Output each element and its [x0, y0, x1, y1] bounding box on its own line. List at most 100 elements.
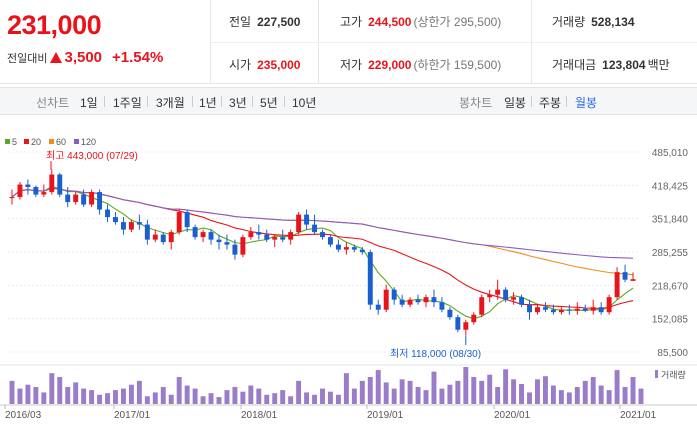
- candle-body: [527, 304, 532, 313]
- volume-bar: [503, 369, 509, 404]
- divider: [147, 96, 148, 107]
- candle-body: [598, 307, 604, 313]
- volume-bar: [630, 377, 636, 404]
- candle-body: [606, 297, 612, 313]
- volume-bar: [511, 379, 517, 404]
- line-chart-label: 선차트: [36, 96, 70, 110]
- stat-high: 고가 244,500 (상한가 295,500): [340, 13, 501, 30]
- candle-body: [144, 224, 150, 240]
- candle-body: [447, 309, 453, 318]
- candle-body: [327, 237, 333, 245]
- candle-chart-label: 봉차트: [459, 96, 493, 110]
- candle-body: [566, 309, 572, 311]
- candle-body: [296, 214, 302, 233]
- volume-bar: [224, 390, 230, 404]
- volume-bar: [17, 388, 23, 404]
- candle-body: [25, 184, 31, 188]
- volume-bar: [184, 385, 190, 404]
- volume-bar: [415, 387, 421, 404]
- candle-body: [320, 232, 325, 238]
- candle-body: [479, 297, 485, 315]
- candle-body: [176, 212, 182, 233]
- volume-bar: [312, 394, 318, 404]
- candle-body: [471, 314, 477, 323]
- ma20-line: [11, 187, 634, 309]
- y-tick-label: 218,670: [652, 281, 689, 292]
- price-box: 231,000 전일대비 3,500 +1.54%: [0, 0, 211, 84]
- candle-body: [200, 232, 206, 238]
- change-percent: +1.54%: [112, 49, 164, 66]
- volume-bar: [192, 388, 198, 404]
- volume-bar: [335, 394, 341, 404]
- volume-bar: [343, 373, 349, 404]
- stat-label: 거래대금: [552, 58, 597, 72]
- candle-body: [439, 302, 445, 310]
- divider: [221, 96, 222, 107]
- chart-toolbar: 선차트 1일 1주일 3개월 1년 3년 5년 10년 봉차트 일봉 주봉 월봉: [0, 87, 697, 115]
- period-3y[interactable]: 3년: [229, 96, 247, 110]
- candle-body: [335, 244, 341, 250]
- volume-bar: [351, 388, 357, 404]
- volume-bar: [320, 388, 325, 404]
- volume-bar: [120, 388, 126, 404]
- volume-bar: [65, 387, 71, 404]
- candle-body: [120, 222, 126, 230]
- volume-bar: [288, 396, 294, 404]
- period-weekly[interactable]: 주봉: [539, 96, 562, 110]
- period-monthly[interactable]: 월봉: [575, 96, 598, 110]
- volume-legend-swatch: [655, 370, 658, 378]
- volume-bar: [399, 379, 405, 404]
- period-10y[interactable]: 10년: [292, 96, 317, 110]
- candle-body: [383, 289, 389, 310]
- candle-body: [168, 232, 174, 243]
- volume-bar: [550, 385, 556, 404]
- period-3m[interactable]: 3개월: [156, 96, 185, 110]
- volume-bar: [9, 380, 15, 404]
- volume-bar: [455, 380, 461, 404]
- ma120-line: [11, 187, 634, 259]
- candle-body: [224, 242, 230, 245]
- stat-label: 고가: [340, 15, 363, 29]
- candle-body: [455, 317, 461, 330]
- volume-bar: [638, 388, 644, 404]
- volume-bar: [160, 387, 166, 404]
- volume-legend-label: 거래량: [661, 369, 686, 380]
- candle-body: [89, 192, 95, 205]
- period-1d[interactable]: 1일: [80, 96, 98, 110]
- volume-bar: [614, 370, 620, 404]
- x-tick-label: 2019/01: [367, 410, 404, 421]
- volume-bar: [200, 396, 206, 404]
- volume-bar: [97, 394, 103, 404]
- volume-bar: [25, 384, 31, 404]
- stat-value: 528,134: [591, 15, 635, 29]
- candle-body: [399, 299, 405, 305]
- candle-body: [264, 234, 270, 240]
- divider: [192, 96, 193, 107]
- candle-body: [136, 222, 142, 225]
- stat-sub: (상한가 295,500): [413, 15, 502, 29]
- volume-bar: [168, 394, 174, 404]
- candle-body: [65, 194, 71, 203]
- period-5y[interactable]: 5년: [260, 96, 278, 110]
- volume-bar: [606, 390, 612, 404]
- volume-bar: [407, 380, 413, 404]
- period-daily[interactable]: 일봉: [504, 96, 527, 110]
- period-1y[interactable]: 1년: [199, 96, 217, 110]
- candlesticks: [9, 169, 636, 336]
- candle-body: [542, 307, 548, 310]
- high-label: 최고 443,000 (07/29): [46, 150, 138, 162]
- divider: [284, 96, 285, 107]
- price-chart: 5 20 60 120 485,010 418,425 351,840 285,255 218…: [0, 137, 697, 421]
- divider: [104, 96, 105, 107]
- volume-bar: [590, 377, 596, 404]
- y-axis: 485,010 418,425 351,840 285,255 218,670 152,0…: [652, 148, 689, 359]
- candle-body: [41, 192, 47, 195]
- stat-open: 시가 235,000: [229, 56, 300, 73]
- candle-body: [17, 184, 23, 198]
- legend-swatch: [5, 139, 10, 144]
- volume-bar: [598, 385, 604, 404]
- candle-body: [216, 239, 222, 243]
- candle-body: [359, 249, 365, 253]
- chart-grid: [8, 151, 639, 353]
- period-1w[interactable]: 1주일: [113, 96, 142, 110]
